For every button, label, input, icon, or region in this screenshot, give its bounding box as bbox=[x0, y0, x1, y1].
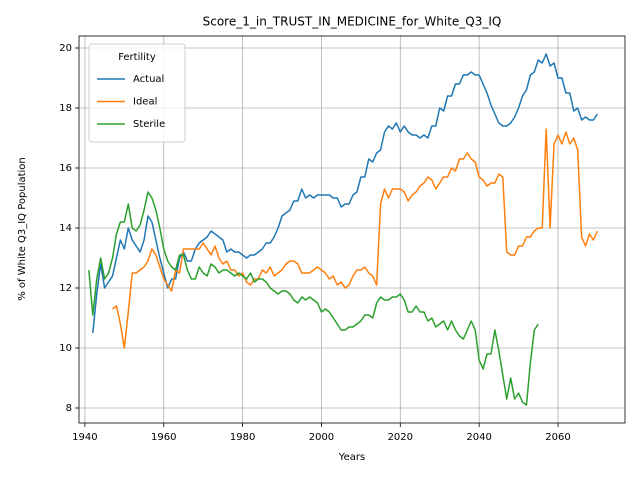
y-tick-label: 20 bbox=[59, 43, 72, 54]
y-tick-label: 8 bbox=[66, 403, 72, 414]
y-tick-label: 18 bbox=[59, 103, 72, 114]
x-tick-label: 1940 bbox=[72, 432, 97, 443]
legend-label: Ideal bbox=[133, 97, 157, 108]
legend-title: Fertility bbox=[118, 52, 156, 63]
line-series bbox=[92, 53, 599, 334]
y-axis-label: % of White Q3_IQ Population bbox=[17, 157, 28, 301]
chart-title: Score_1_in_TRUST_IN_MEDICINE_for_White_Q… bbox=[203, 15, 502, 29]
x-tick-label: 1980 bbox=[230, 432, 255, 443]
plot-frame bbox=[78, 35, 626, 424]
legend-box bbox=[88, 43, 186, 143]
legend: Fertility Actual Ideal Sterile bbox=[88, 43, 186, 143]
y-tick-label: 10 bbox=[59, 343, 72, 354]
x-axis-label: Years bbox=[338, 452, 365, 463]
y-tick-label: 14 bbox=[59, 223, 72, 234]
legend-label: Sterile bbox=[133, 119, 165, 130]
legend-label: Actual bbox=[133, 74, 164, 85]
x-tick-label: 2020 bbox=[388, 432, 413, 443]
y-tick-label: 16 bbox=[59, 163, 72, 174]
y-tick-label: 12 bbox=[59, 283, 72, 294]
x-tick-label: 1960 bbox=[151, 432, 176, 443]
line-series bbox=[112, 128, 599, 349]
line-series bbox=[88, 191, 539, 406]
x-tick-label: 2000 bbox=[309, 432, 334, 443]
x-tick-label: 2040 bbox=[466, 432, 491, 443]
x-tick-label: 2060 bbox=[545, 432, 570, 443]
